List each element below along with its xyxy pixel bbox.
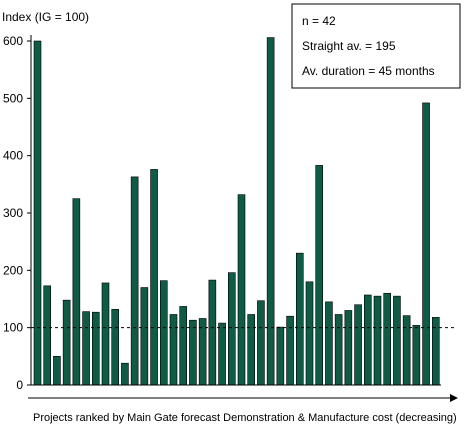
bar — [140, 287, 149, 386]
y-tick-label: 400 — [3, 149, 23, 163]
bar — [53, 356, 61, 386]
bar — [402, 315, 411, 386]
y-tick-label: 200 — [3, 263, 23, 277]
bar — [266, 37, 275, 386]
bar — [159, 280, 168, 386]
annotation-straight-average: Straight av. = 195 — [302, 39, 396, 53]
bar — [150, 169, 158, 386]
bar — [237, 194, 246, 386]
bar — [286, 315, 294, 386]
bar — [276, 326, 285, 386]
y-tick-label: 300 — [3, 206, 23, 220]
bar — [62, 299, 71, 386]
bar — [33, 40, 42, 386]
bar — [218, 322, 226, 386]
bar — [130, 176, 139, 386]
annotation-n: n = 42 — [302, 14, 336, 28]
x-axis-arrow — [28, 394, 458, 402]
bar — [422, 102, 430, 386]
bar — [393, 295, 401, 386]
bar — [198, 318, 207, 386]
bar — [72, 198, 81, 386]
y-tick-label: 0 — [16, 378, 23, 392]
bar — [208, 279, 217, 386]
bar — [373, 295, 382, 386]
bar — [189, 319, 197, 386]
bar — [169, 314, 178, 386]
y-tick-label: 600 — [3, 34, 23, 48]
y-axis-ticks: 0 100 200 300 400 500 600 — [3, 34, 31, 392]
bar — [257, 300, 265, 386]
bar — [91, 311, 100, 386]
bar — [82, 311, 90, 386]
bar — [111, 309, 119, 386]
y-axis-title: Index (IG = 100) — [2, 10, 89, 24]
bar — [121, 362, 129, 386]
bars — [33, 37, 440, 386]
bar — [247, 314, 256, 386]
bar — [305, 281, 314, 386]
legend-box: n = 42 Straight av. = 195 Av. duration =… — [291, 3, 461, 89]
bar — [295, 252, 304, 386]
bar — [179, 306, 188, 386]
bar — [325, 301, 333, 386]
bar — [412, 325, 421, 386]
bar — [363, 294, 372, 386]
bar — [383, 292, 391, 386]
bar — [334, 314, 343, 386]
bar — [101, 282, 110, 386]
bar — [43, 285, 51, 386]
bar — [344, 310, 353, 386]
x-axis-title: Projects ranked by Main Gate forecast De… — [33, 412, 457, 424]
annotation-average-duration: Av. duration = 45 months — [302, 64, 435, 78]
bar — [227, 272, 236, 386]
y-tick-label: 500 — [3, 91, 23, 105]
bar — [354, 304, 362, 386]
bar — [315, 165, 323, 386]
y-tick-label: 100 — [3, 321, 23, 335]
